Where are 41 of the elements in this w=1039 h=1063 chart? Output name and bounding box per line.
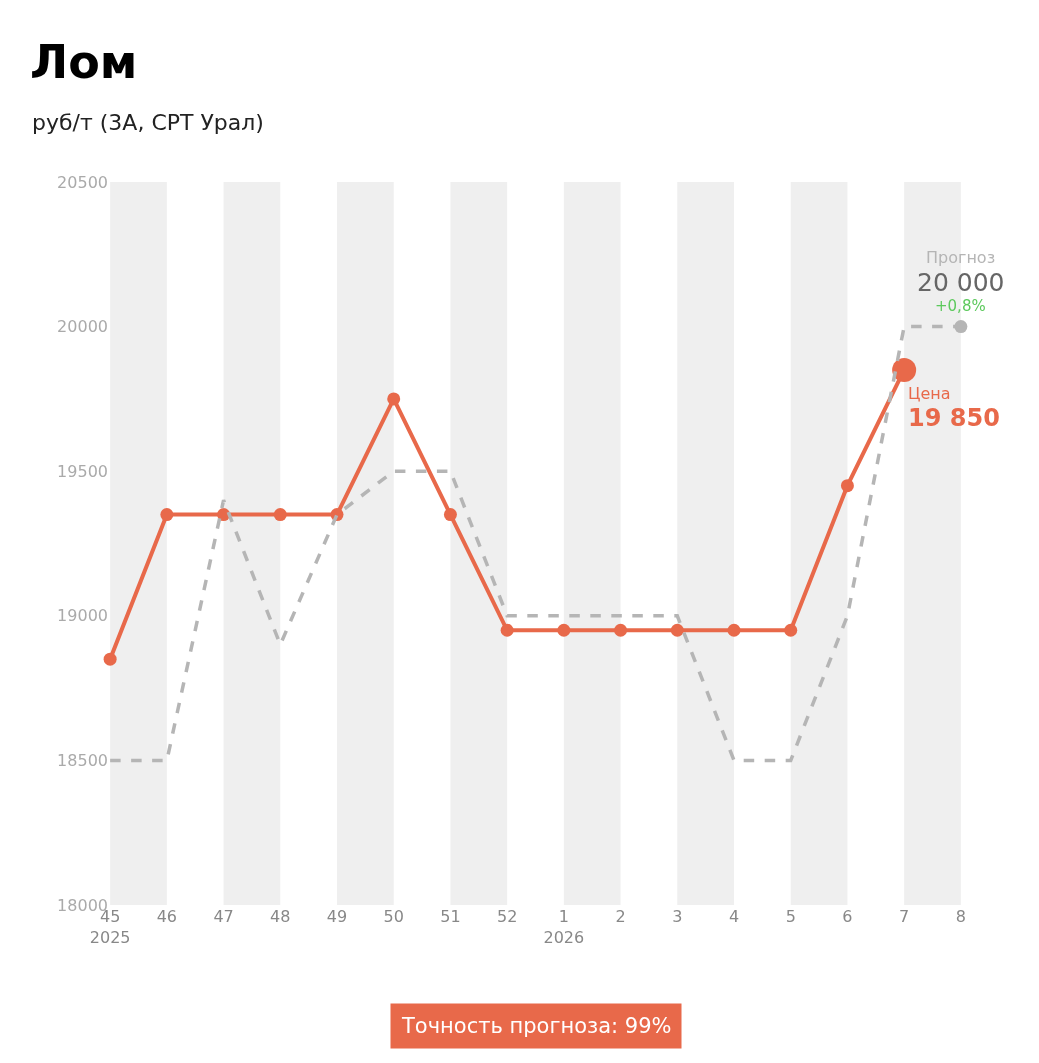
- x-tick-label: 8: [955, 907, 966, 926]
- x-tick-label: 51: [440, 907, 461, 926]
- x-tick-label: 48: [270, 907, 291, 926]
- point: [160, 508, 174, 522]
- x-tick-label: 47: [213, 907, 234, 926]
- x-tick-label: 7: [899, 907, 910, 926]
- point: [614, 623, 628, 637]
- x-tick-label: 4: [728, 907, 740, 926]
- text: Прогноз: [926, 248, 996, 267]
- x-tick-label: 49: [326, 907, 348, 926]
- point: [954, 320, 968, 334]
- point: [273, 508, 287, 522]
- y-tick-label: 19000: [57, 606, 108, 626]
- chart-title: Лом: [30, 35, 138, 90]
- point: [727, 623, 741, 637]
- x-tick-label: 3: [672, 907, 683, 926]
- point: [443, 508, 457, 522]
- text: Точность прогноза: 99%: [401, 1014, 672, 1038]
- y-tick-label: 18500: [57, 751, 108, 770]
- series-label: Цена: [908, 384, 951, 403]
- x-tick-label: 1 2026: [543, 907, 585, 947]
- point: [670, 623, 684, 637]
- y-tick-label: 20500: [57, 172, 108, 192]
- y-tick-label: 19500: [57, 461, 108, 481]
- chart-subtitle: руб/т (3А, СРТ Урал): [32, 110, 264, 135]
- point: [103, 652, 117, 666]
- annotation: +0,8%: [935, 297, 986, 315]
- data-label: 19 850: [908, 404, 1000, 432]
- x-tick-label: 5: [785, 907, 796, 926]
- x-tick-label: 52: [496, 907, 518, 926]
- x-tick-label: 50: [383, 907, 404, 926]
- point: [387, 392, 401, 406]
- y-tick-label: 20000: [57, 317, 108, 337]
- x-tick-label: 6: [842, 907, 853, 926]
- point: [557, 623, 571, 637]
- x-tick-label: 46: [156, 907, 178, 926]
- point: [784, 623, 798, 637]
- point: [840, 479, 854, 493]
- point: [500, 623, 514, 637]
- x-tick-label: 2: [615, 907, 626, 926]
- data-label: 20 000: [917, 268, 1005, 297]
